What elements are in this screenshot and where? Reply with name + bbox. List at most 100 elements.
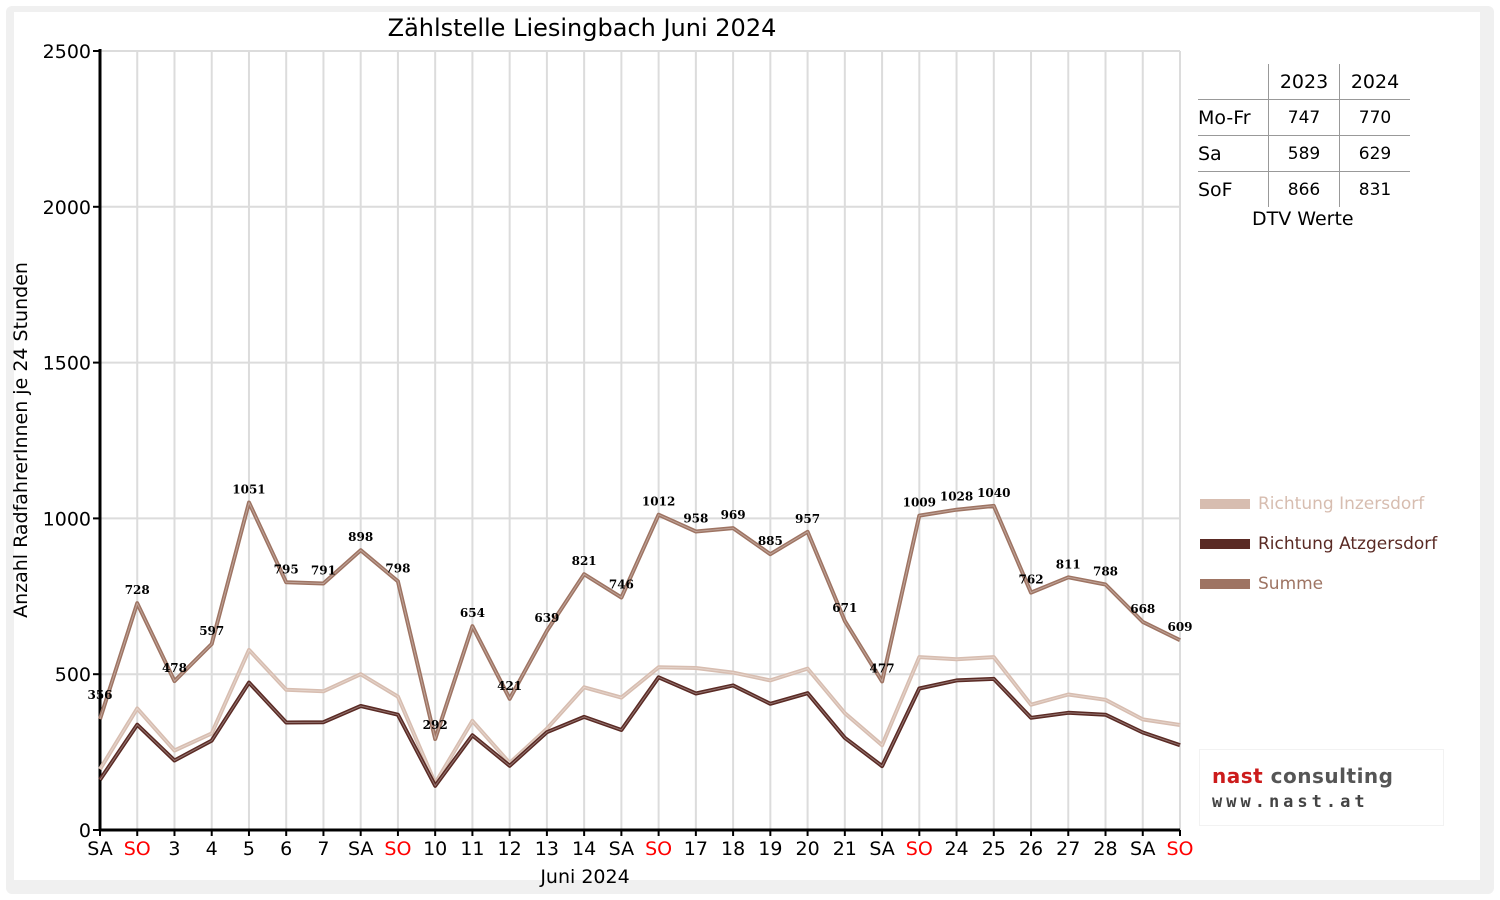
- x-axis-label: Juni 2024: [539, 866, 629, 888]
- dtv-caption: DTV Werte: [1252, 208, 1354, 230]
- series-line-highlight: [99, 649, 1181, 784]
- dtv-value-2023: 866: [1268, 171, 1340, 207]
- y-tick-label: 1500: [43, 353, 91, 375]
- x-tick-label: 6: [280, 838, 292, 860]
- dtv-value-2023: 747: [1268, 99, 1340, 136]
- dtv-header-2024: 2024: [1339, 64, 1410, 100]
- x-tick-label: 14: [572, 838, 596, 860]
- data-label: 746: [609, 578, 634, 592]
- x-tick-label: 21: [833, 838, 857, 860]
- data-label: 788: [1093, 564, 1118, 578]
- data-label: 1051: [232, 483, 265, 497]
- legend-label: Summe: [1258, 574, 1324, 594]
- data-label: 821: [572, 554, 597, 568]
- legend-label: Richtung Atzgersdorf: [1258, 534, 1438, 554]
- series-line-highlight: [99, 676, 1181, 787]
- y-tick-label: 2000: [43, 197, 91, 219]
- series-line-richtung-inzersdorf: [98, 647, 1181, 786]
- data-label: 668: [1130, 602, 1155, 616]
- x-tick-label: 26: [1019, 838, 1043, 860]
- axes: [93, 49, 1181, 836]
- data-label: 969: [721, 508, 746, 522]
- dtv-value-2024: 770: [1339, 99, 1410, 136]
- x-tick-label: SO: [124, 838, 151, 860]
- x-tick-label: SA: [609, 838, 634, 860]
- x-tick-label: 3: [168, 838, 180, 860]
- x-tick-label: SO: [645, 838, 672, 860]
- y-axis-label: Anzahl RadfahrerInnen je 24 Stunden: [10, 262, 32, 618]
- logo-name-part1: nast: [1212, 764, 1264, 788]
- x-tick-label: 13: [535, 838, 559, 860]
- dtv-value-2024: 629: [1339, 135, 1410, 172]
- x-tick-label: SO: [906, 838, 933, 860]
- x-tick-label: 4: [206, 838, 218, 860]
- data-label: 898: [348, 530, 373, 544]
- tick-labels: 0 500 1000 1500 2000 2500 SA SO 3 4 5 6 7 SA SO 10 11 12 1…: [43, 41, 1194, 860]
- data-label: 957: [795, 512, 820, 526]
- logo-name-part2: consulting: [1270, 764, 1394, 788]
- logo-url: www.nast.at: [1212, 792, 1369, 812]
- data-label: 356: [87, 688, 112, 702]
- x-tick-label: 11: [460, 838, 484, 860]
- legend-swatch: [1200, 579, 1250, 589]
- data-label: 958: [683, 511, 708, 525]
- data-label: 639: [534, 611, 559, 625]
- legend-item-inzersdorf: Richtung Inzersdorf: [1200, 494, 1424, 514]
- dtv-row-label: SoF: [1198, 178, 1233, 201]
- series-lines: [98, 500, 1181, 788]
- dtv-value-2024: 831: [1339, 171, 1410, 207]
- x-tick-label: 25: [982, 838, 1006, 860]
- y-tick-label: 2500: [43, 41, 91, 63]
- data-label: 1040: [977, 486, 1010, 500]
- x-tick-label: 18: [721, 838, 745, 860]
- x-tick-label: SA: [348, 838, 373, 860]
- legend-item-atzgersdorf: Richtung Atzgersdorf: [1200, 534, 1437, 554]
- x-tick-label: 7: [317, 838, 329, 860]
- legend-item-summe: Summe: [1200, 574, 1323, 594]
- x-tick-label: 20: [795, 838, 819, 860]
- data-label: 795: [274, 562, 299, 576]
- legend-label: Richtung Inzersdorf: [1258, 494, 1425, 514]
- dtv-table: 2023 2024 Mo-Fr 747 770 Sa 589 629 SoF 8…: [1198, 64, 1410, 207]
- data-label: 421: [497, 679, 522, 693]
- data-label: 811: [1056, 557, 1081, 571]
- x-tick-label: SA: [869, 838, 894, 860]
- x-tick-label: 10: [423, 838, 447, 860]
- data-label: 728: [125, 583, 150, 597]
- grid: [100, 50, 1181, 830]
- x-tick-label: SA: [87, 838, 112, 860]
- data-label: 1028: [940, 490, 973, 504]
- data-labels: 356 728 478 597 1051 795 791 898 798 292 654 421 639…: [87, 483, 1192, 733]
- x-tick-label: 12: [498, 838, 522, 860]
- data-label: 762: [1019, 573, 1044, 587]
- x-tick-label: SO: [384, 838, 411, 860]
- x-tick-label: 19: [758, 838, 782, 860]
- x-tick-label: SO: [1166, 838, 1193, 860]
- series-line-highlight: [99, 502, 1181, 740]
- legend-swatch: [1200, 539, 1250, 549]
- x-tick-label: 27: [1056, 838, 1080, 860]
- y-tick-label: 0: [79, 820, 91, 842]
- data-label: 477: [870, 661, 895, 675]
- company-logo: nast consulting www.nast.at: [1200, 750, 1443, 825]
- x-tick-label: SA: [1130, 838, 1155, 860]
- x-tick-label: 28: [1093, 838, 1117, 860]
- dtv-row-label: Mo-Fr: [1198, 99, 1269, 136]
- dtv-header-2023: 2023: [1268, 64, 1340, 100]
- data-label: 292: [423, 718, 448, 732]
- series-line-richtung-atzgersdorf: [98, 675, 1181, 788]
- data-label: 671: [832, 601, 857, 615]
- x-tick-label: 24: [944, 838, 968, 860]
- y-tick-label: 500: [55, 664, 91, 686]
- data-label: 478: [162, 661, 187, 675]
- data-label: 1009: [903, 496, 936, 510]
- data-label: 654: [460, 606, 485, 620]
- data-label: 597: [199, 624, 224, 638]
- y-tick-label: 1000: [43, 508, 91, 530]
- series-line-summe: [98, 500, 1181, 741]
- x-tick-label: 17: [684, 838, 708, 860]
- data-label: 885: [758, 534, 783, 548]
- data-label: 791: [311, 564, 336, 578]
- dtv-value-2023: 589: [1268, 135, 1340, 172]
